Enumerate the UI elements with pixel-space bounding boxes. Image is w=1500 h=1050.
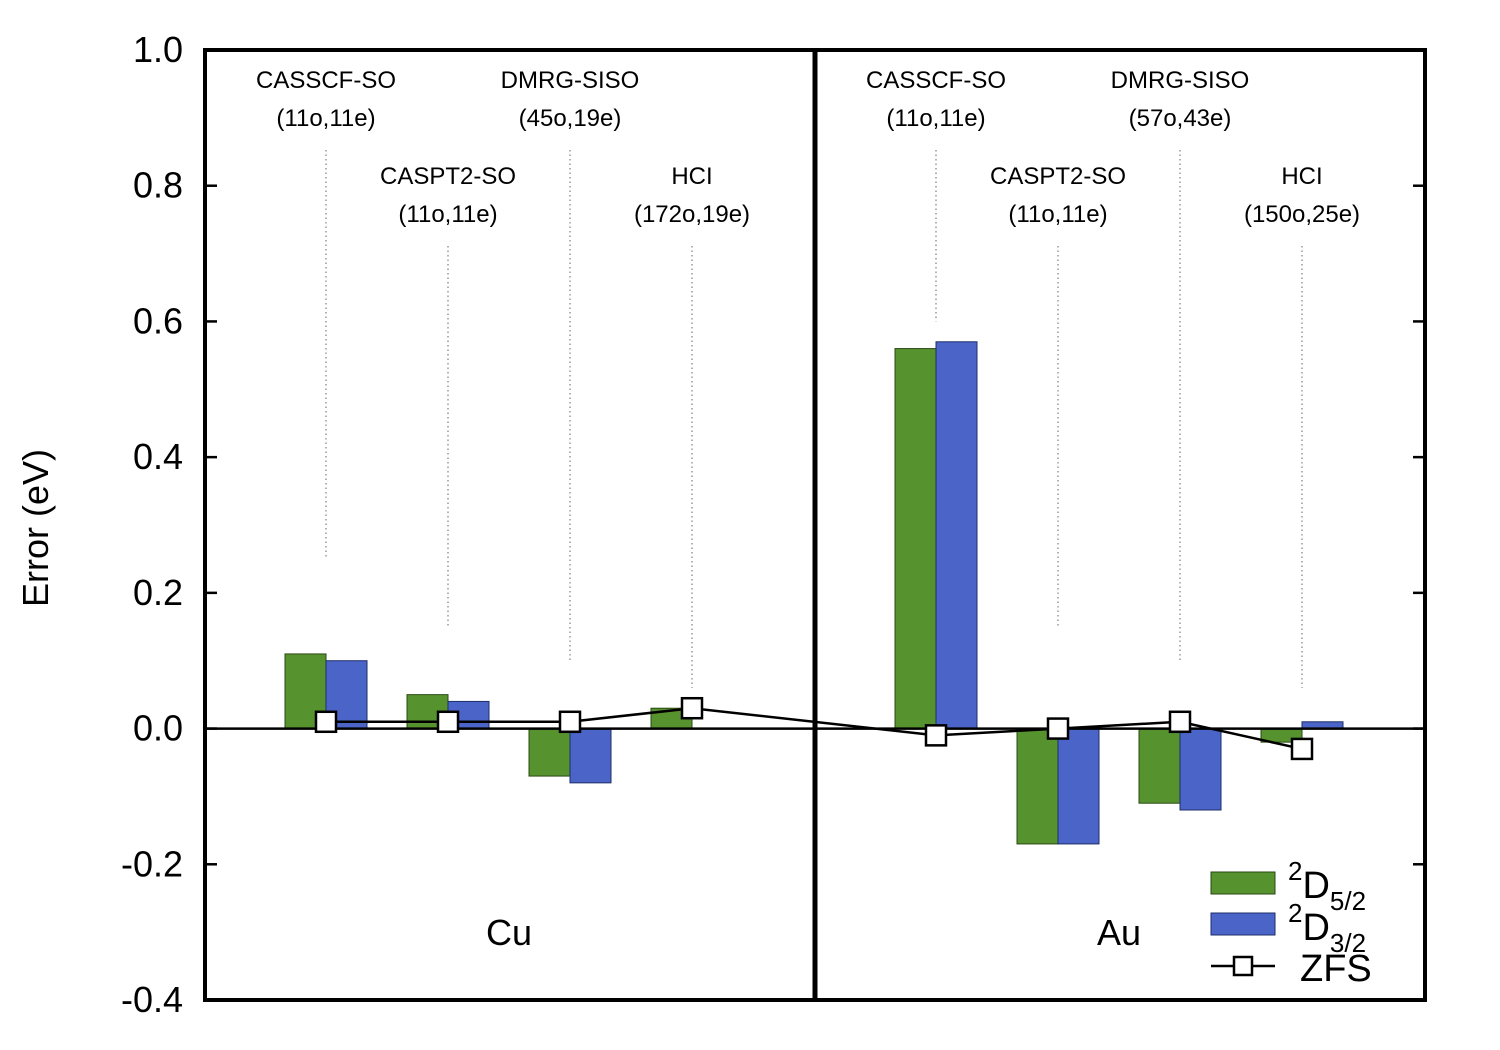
y-tick-label: 0.6 — [133, 300, 183, 341]
element-label-cu: Cu — [486, 912, 532, 953]
legend: 2D5/2 2D3/2 ZFS — [1210, 856, 1372, 990]
bar-au-d52 — [1016, 728, 1059, 845]
zfs-point — [558, 710, 582, 734]
method-name-label: CASSCF-SO — [866, 67, 1006, 94]
legend-swatch-d32 — [1210, 912, 1276, 936]
y-tick-label: 0.4 — [133, 436, 183, 477]
active-space-label: (11o,11e) — [886, 105, 985, 132]
bar-cu-d32 — [569, 728, 612, 784]
zfs-point — [436, 710, 460, 734]
y-tick-label: 0.0 — [133, 708, 183, 749]
method-name-label: CASSCF-SO — [256, 67, 396, 94]
zfs-point — [1046, 717, 1070, 740]
bar-au-d52 — [894, 348, 937, 730]
guide-lines — [325, 150, 1303, 688]
method-name-label: DMRG-SISO — [1111, 67, 1250, 94]
bar-cu-d52 — [528, 728, 571, 777]
bar-au-d52 — [1138, 728, 1181, 804]
y-tick-label: -0.2 — [121, 843, 183, 884]
zfs-point — [680, 696, 704, 720]
active-space-label: (11o,11e) — [1008, 201, 1107, 228]
method-name-label: CASPT2-SO — [990, 163, 1126, 190]
method-labels: CASSCF-SO (11o,11e) CASPT2-SO (11o,11e) DMRG… — [256, 67, 1360, 953]
active-space-label: (45o,19e) — [519, 105, 622, 132]
legend-label-zfs: ZFS — [1300, 948, 1372, 990]
legend-swatch-d52 — [1210, 871, 1276, 895]
bar-au-d32 — [1179, 728, 1222, 811]
active-space-label: (172o,19e) — [634, 201, 750, 228]
element-label-au: Au — [1097, 912, 1141, 953]
bar-au-d32 — [1057, 728, 1100, 845]
y-tick-label: 0.8 — [133, 165, 183, 206]
method-name-label: HCI — [671, 163, 712, 190]
bars — [284, 341, 1344, 845]
active-space-label: (11o,11e) — [276, 105, 375, 132]
zfs-point — [924, 724, 948, 747]
active-space-label: (150o,25e) — [1244, 201, 1360, 228]
zfs-point — [1290, 737, 1314, 761]
y-tick-label: 0.2 — [133, 572, 183, 613]
method-name-label: DMRG-SISO — [501, 67, 640, 94]
active-space-label: (11o,11e) — [398, 201, 497, 228]
bar-au-d32 — [935, 341, 978, 730]
legend-marker-zfs — [1232, 955, 1254, 977]
zfs-point — [314, 710, 338, 734]
y-axis-label: Error (eV) — [15, 449, 56, 607]
method-name-label: HCI — [1281, 163, 1322, 190]
zfs-point — [1168, 710, 1192, 734]
legend-label-d52: 2D5/2 — [1288, 856, 1366, 916]
active-space-label: (57o,43e) — [1129, 105, 1232, 132]
method-name-label: CASPT2-SO — [380, 163, 516, 190]
y-tick-label: 1.0 — [133, 29, 183, 70]
axis-ticks: 1.0 0.8 0.6 0.4 0.2 0.0 -0.2 -0.4 — [121, 29, 1425, 1020]
y-tick-label: -0.4 — [121, 979, 183, 1020]
legend-label-d32: 2D3/2 — [1288, 898, 1366, 958]
